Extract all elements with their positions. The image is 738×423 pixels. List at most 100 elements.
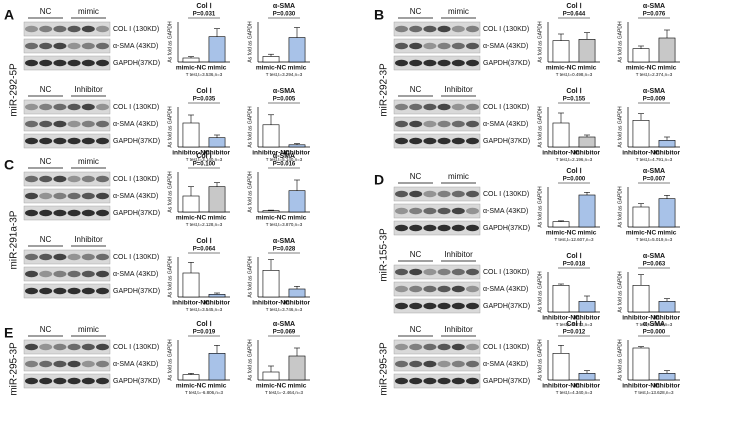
band-label: COL Ⅰ (130KD): [113, 344, 159, 351]
test-note: T test,t=-6.806,n=3: [185, 390, 223, 395]
blot-band: [451, 343, 465, 351]
chart-title: Col Ⅰ: [566, 320, 581, 328]
bar: [578, 194, 596, 228]
x-tick-label: mimic: [288, 215, 307, 222]
x-tick-label: inhibitor: [574, 315, 600, 322]
y-axis-label: As fold as GAPDH: [617, 106, 623, 148]
blot-band: [466, 224, 479, 232]
bar: [578, 301, 596, 313]
bar: [262, 210, 280, 213]
blot-band: [67, 209, 81, 217]
p-value: P=0.031: [193, 12, 216, 18]
blot-band: [39, 209, 53, 217]
p-value: P=0.644: [563, 12, 586, 18]
test-note: T test,t=0.498,n=3: [556, 72, 593, 77]
band-label: α-SMA (43KD): [113, 43, 158, 50]
panel: miR-295-3P NC Inhibitor COL Ⅰ (130KD) α-SMA …: [379, 320, 681, 396]
lane-label: Inhibitor: [74, 85, 103, 94]
blot-band: [409, 120, 423, 128]
lane-label: mimic: [448, 7, 469, 16]
blot-band: [409, 343, 423, 351]
x-tick-label: inhibitor-NC: [622, 150, 660, 157]
blot-strip: [23, 283, 111, 299]
blot-strip: [23, 133, 111, 149]
bar: [578, 373, 596, 381]
blot-band: [466, 103, 479, 111]
y-axis-label: As fold as GAPDH: [617, 21, 623, 63]
test-note: T test,t=5.140,n=3: [266, 157, 303, 162]
test-note: T test,t=3.545,n=3: [186, 307, 223, 312]
blot-band: [451, 25, 465, 33]
blot-band: [81, 59, 95, 67]
blot-band: [466, 137, 479, 145]
blot-band: [67, 253, 81, 261]
blot-band: [395, 25, 408, 33]
bar: [182, 272, 200, 298]
chart-title: α-SMA: [643, 321, 665, 328]
y-axis-label: As fold as GAPDH: [617, 271, 623, 313]
blot-band: [451, 377, 465, 385]
x-tick-label: inhibitor: [574, 150, 600, 157]
blot-band: [437, 360, 451, 368]
mirna-label: miR-291a-3P: [9, 210, 20, 269]
blot-strip: [393, 55, 481, 71]
band-label: α-SMA (43KD): [483, 121, 528, 128]
chart-title: Col Ⅰ: [196, 2, 211, 10]
blot-strip: [393, 220, 481, 236]
blot-band: [409, 137, 423, 145]
blot-band: [25, 120, 38, 128]
blot-band: [81, 192, 95, 200]
y-axis-label: As fold as GAPDH: [537, 186, 543, 228]
blot-band: [39, 25, 53, 33]
bar: [288, 190, 306, 213]
y-axis-label: As fold as GAPDH: [247, 339, 253, 381]
blot-band: [451, 285, 465, 293]
lane-label: NC: [40, 325, 52, 334]
chart-title: α-SMA: [273, 321, 295, 328]
blot-band: [39, 377, 53, 385]
lane-label: NC: [40, 157, 52, 166]
bar: [208, 36, 226, 63]
blot-band: [395, 268, 408, 276]
blot-band: [53, 192, 67, 200]
chart-title: Col Ⅰ: [196, 320, 211, 328]
blot-band: [96, 42, 109, 50]
lane-label: NC: [410, 85, 422, 94]
blot-strip: [23, 116, 111, 132]
bar: [552, 353, 570, 381]
blot-band: [409, 285, 423, 293]
blot-band: [423, 343, 437, 351]
y-axis-label: As fold as GAPDH: [247, 171, 253, 213]
p-value: P=0.000: [563, 177, 586, 183]
bar: [578, 39, 596, 63]
blot-band: [96, 287, 109, 295]
blot-band: [67, 360, 81, 368]
blot-band: [39, 360, 53, 368]
band-label: COL Ⅰ (130KD): [483, 191, 529, 198]
y-axis-label: As fold as GAPDH: [537, 339, 543, 381]
blot-strip: [393, 281, 481, 297]
blot-band: [409, 42, 423, 50]
blot-band: [451, 224, 465, 232]
test-note: T test,t=-2.464,n=3: [265, 390, 303, 395]
y-axis-label: As fold as GAPDH: [167, 339, 173, 381]
blot-band: [39, 42, 53, 50]
blot-band: [395, 302, 408, 310]
band-label: GAPDH(37KD): [113, 60, 160, 67]
blot-band: [451, 268, 465, 276]
blot-band: [53, 377, 67, 385]
blot-band: [451, 59, 465, 67]
blot-strip: [23, 21, 111, 37]
x-tick-label: mimic-NC: [256, 65, 287, 72]
x-tick-label: mimic-NC: [546, 230, 577, 237]
blot-band: [25, 103, 38, 111]
x-tick-label: mimic: [288, 65, 307, 72]
bar: [658, 37, 676, 63]
panel-letter: C: [4, 157, 14, 173]
blot-band: [53, 42, 67, 50]
blot-band: [81, 253, 95, 261]
blot-band: [466, 377, 479, 385]
band-label: GAPDH(37KD): [483, 303, 530, 310]
blot-band: [81, 120, 95, 128]
blot-band: [423, 224, 437, 232]
